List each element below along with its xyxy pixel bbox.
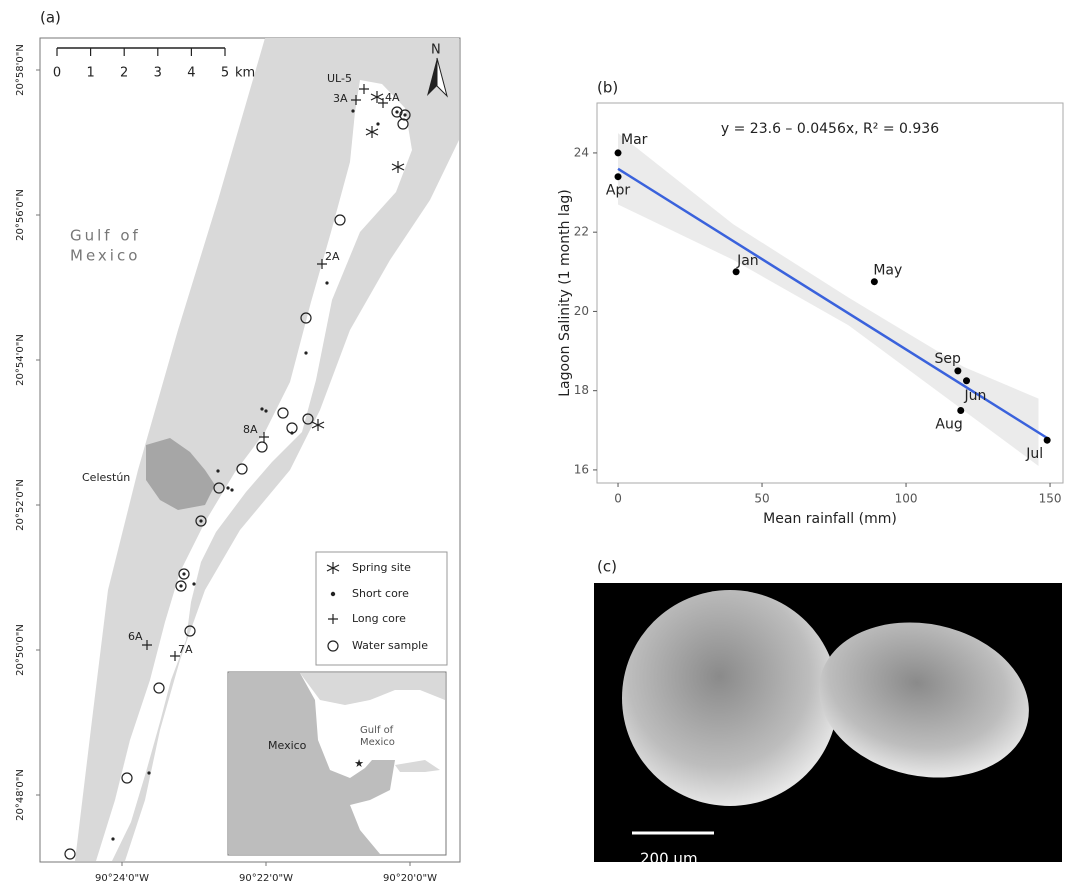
site-markers xyxy=(64,84,411,860)
site-label: 3A xyxy=(333,92,348,105)
panel-label: (c) xyxy=(597,558,617,576)
map-panel: (a) Celestún Gulf of Mexico 0 1 2 3 4 5 km N 2… xyxy=(15,9,461,884)
photo-panel: (c) 200 µm xyxy=(594,558,1062,868)
town-label: Celestún xyxy=(82,471,130,484)
point-label: Jan xyxy=(736,253,759,269)
panel-label: (b) xyxy=(597,79,618,97)
point-label: Mar xyxy=(621,132,648,148)
site-label: 6A xyxy=(128,630,143,643)
y-tick-label: 22 xyxy=(574,225,589,239)
scale-bar: 0 1 2 3 4 5 km xyxy=(53,47,255,81)
y-tick-label: 16 xyxy=(574,462,589,476)
site-label: 2A xyxy=(325,250,340,263)
lat-label: 20°54'0"N xyxy=(15,334,26,386)
point xyxy=(614,173,622,181)
point xyxy=(963,377,971,385)
point-label: May xyxy=(873,263,902,279)
inset-star: ★ xyxy=(354,757,364,770)
foram-specimen xyxy=(622,590,838,806)
lon-label: 90°24'0"W xyxy=(95,873,149,884)
lon-label: 90°20'0"W xyxy=(383,873,437,884)
inset-label: Gulf of xyxy=(360,725,394,736)
short-cores xyxy=(111,109,407,841)
north-arrow xyxy=(427,58,437,96)
scale-label: 0 xyxy=(53,66,61,81)
scale-label: 1 xyxy=(86,66,94,81)
lat-label: 20°50'0"N xyxy=(15,624,26,676)
point-label: Aug xyxy=(935,416,962,432)
scale-label: 4 xyxy=(187,66,195,81)
north-label: N xyxy=(431,43,441,58)
inset-label: Mexico xyxy=(360,737,395,748)
site-label: 4A xyxy=(385,91,400,104)
legend-symbols xyxy=(326,562,340,652)
x-tick-label: 100 xyxy=(895,492,918,506)
scale-label: 200 µm xyxy=(640,850,698,868)
town xyxy=(146,438,215,510)
point xyxy=(870,278,878,286)
foram-specimen xyxy=(819,622,1029,778)
x-axis-label: Mean rainfall (mm) xyxy=(763,511,897,527)
lat-label: 20°52'0"N xyxy=(15,479,26,531)
scale-label: 3 xyxy=(154,66,162,81)
point xyxy=(614,149,622,157)
legend-label: Long core xyxy=(352,612,406,625)
lat-label: 20°56'0"N xyxy=(15,189,26,241)
point xyxy=(957,406,965,414)
legend-label: Water sample xyxy=(352,639,428,652)
chart-panel: (b) 0 50 100 150 16 18 20 22 24 Mean rainfall (mm… xyxy=(557,79,1064,527)
scale-label: 2 xyxy=(120,66,128,81)
sea-label: Mexico xyxy=(70,247,140,265)
point xyxy=(1043,436,1051,444)
site-label: 7A xyxy=(178,643,193,656)
inset-land xyxy=(300,673,445,705)
inset-land xyxy=(229,673,395,854)
y-tick-label: 20 xyxy=(574,304,589,318)
lon-label: 90°22'0"W xyxy=(239,873,293,884)
point xyxy=(954,367,962,375)
x-tick-label: 50 xyxy=(754,492,769,506)
y-tick-label: 18 xyxy=(574,383,589,397)
x-tick-label: 150 xyxy=(1039,492,1062,506)
scale-label: 5 xyxy=(221,66,229,81)
y-axis-label: Lagoon Salinity (1 month lag) xyxy=(557,189,573,396)
sea-label: Gulf of xyxy=(70,227,141,245)
point-label: Jun xyxy=(964,388,987,404)
lat-label: 20°48'0"N xyxy=(15,769,26,821)
legend-label: Spring site xyxy=(352,561,411,574)
point xyxy=(732,268,740,276)
y-tick-label: 24 xyxy=(574,145,589,159)
point-label: Apr xyxy=(606,183,630,199)
legend-label: Short core xyxy=(352,587,409,600)
lagoon xyxy=(96,80,412,861)
inset-island xyxy=(395,760,440,772)
site-label: UL-5 xyxy=(327,72,352,85)
lat-label: 20°58'0"N xyxy=(15,44,26,96)
coordinate-labels: 20°58'0"N 20°56'0"N 20°54'0"N 20°52'0"N 20°5… xyxy=(15,44,437,884)
annotation: y = 23.6 – 0.0456x, R² = 0.936 xyxy=(721,121,939,137)
panel-label: (a) xyxy=(40,9,61,27)
scale-unit: km xyxy=(235,66,255,81)
x-tick-label: 0 xyxy=(614,492,622,506)
site-label: 8A xyxy=(243,423,258,436)
point-label: Jul xyxy=(1025,446,1043,462)
inset-label: Mexico xyxy=(268,739,307,752)
north-arrow xyxy=(436,57,448,98)
fit-line xyxy=(617,167,1048,440)
point-label: Sep xyxy=(934,351,961,367)
